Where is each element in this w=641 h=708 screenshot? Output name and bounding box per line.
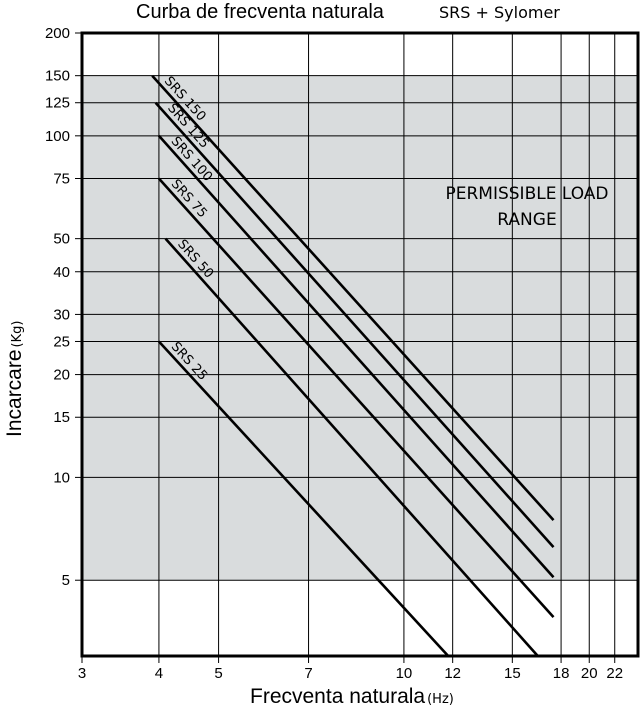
x-tick-label-15: 15 [504,665,521,682]
x-tick-label-7: 7 [304,665,312,682]
y-tick-label-150: 150 [45,68,70,85]
y-axis-label: Incarcare(Kg) [3,321,26,437]
permissible-region-label-line-2: RANGE [497,210,556,230]
x-tick-label-4: 4 [155,665,163,682]
series-line-srs-25 [157,340,450,657]
x-tick-label-5: 5 [214,665,222,682]
y-tick-label-75: 75 [53,170,70,187]
y-tick-label-15: 15 [53,409,70,426]
x-axis-label-text: Frecventa naturala [250,685,425,708]
chart-title: Curba de frecventa naturala [136,1,385,23]
x-axis-unit: (Hz) [427,692,454,707]
y-axis-label-text: Incarcare [3,349,26,437]
y-tick-label-200: 200 [45,25,70,42]
y-tick-label-5: 5 [62,572,70,589]
x-axis-label: Frecventa naturala (Hz) [250,685,454,708]
series-line-srs-125 [154,101,555,548]
x-tick-label-22: 22 [606,665,623,682]
x-tick-label-3: 3 [78,665,86,682]
x-tick-label-10: 10 [396,665,413,682]
permissible-load-region [82,75,638,581]
series-line-srs-150 [151,74,555,521]
series-line-srs-100 [157,134,555,579]
series-line-srs-75 [157,177,555,618]
chart-subtitle: SRS + Sylomer [439,3,560,22]
y-tick-label-10: 10 [53,469,70,486]
y-tick-label-125: 125 [45,95,70,112]
y-tick-label-100: 100 [45,128,70,145]
y-tick-label-30: 30 [53,306,70,323]
series-line-srs-50 [164,237,539,657]
y-tick-label-25: 25 [53,333,70,350]
x-tick-label-18: 18 [553,665,570,682]
y-tick-label-40: 40 [53,264,70,281]
x-tick-label-12: 12 [444,665,461,682]
x-tick-label-20: 20 [581,665,598,682]
plot-border [80,31,640,658]
y-tick-label-50: 50 [53,231,70,248]
y-tick-label-20: 20 [53,367,70,384]
y-axis-unit: (Kg) [10,321,25,348]
permissible-region-label-line-1: PERMISSIBLE LOAD [445,184,608,204]
